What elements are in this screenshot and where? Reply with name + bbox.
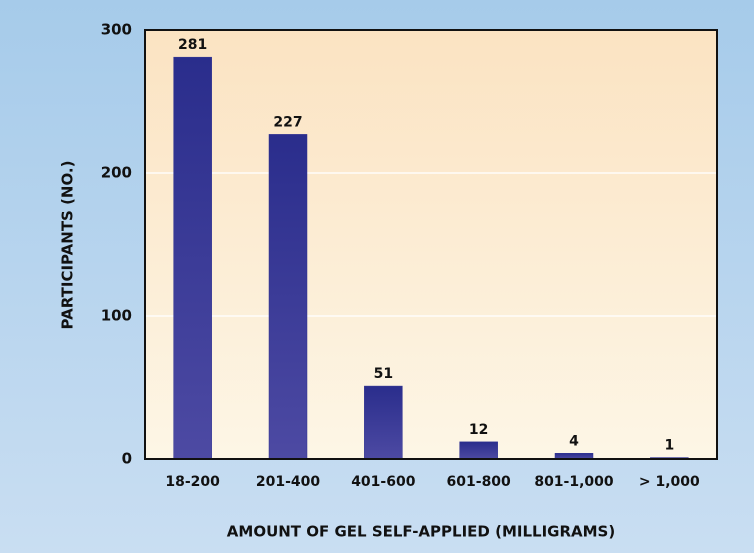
x-tick-label: 601-800 [447,474,512,490]
bar [364,385,403,460]
x-tick-label: 201-400 [256,474,321,490]
data-label: 51 [374,366,393,382]
x-axis-label: AMOUNT OF GEL SELF-APPLIED (MILLIGRAMS) [227,523,615,541]
y-tick-label: 0 [122,450,132,468]
data-label: 1 [664,438,674,454]
y-tick-label: 200 [101,164,132,182]
plot-area [145,30,717,459]
y-tick-label: 300 [101,21,132,39]
x-tick-label: 801-1,000 [534,474,614,490]
data-label: 4 [569,433,579,449]
data-label: 281 [178,37,207,53]
bar [173,56,212,460]
bar [459,441,498,460]
x-tick-label: 401-600 [351,474,416,490]
x-tick-label: > 1,000 [639,474,700,490]
y-axis-label: PARTICIPANTS (NO.) [59,161,77,330]
data-label: 227 [273,114,302,130]
plot-border [144,29,718,460]
x-tick-label: 18-200 [165,474,220,490]
y-tick-label: 100 [101,307,132,325]
marks: 0 100 200 300 18-200 281 201-400 227 401-600 51 60… [101,21,717,490]
data-label: 12 [469,422,488,438]
bar [268,134,308,460]
